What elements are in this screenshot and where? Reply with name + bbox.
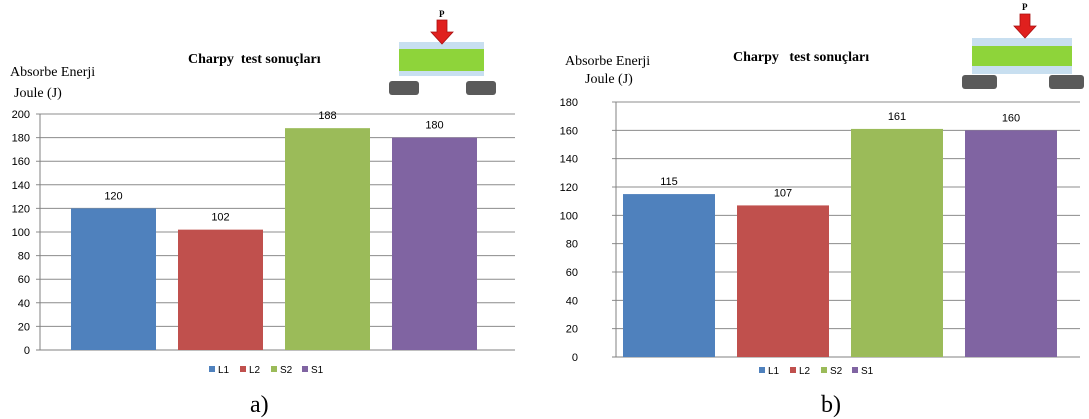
left-support [389,81,419,95]
force-label: P [439,9,445,19]
bending-test-inset: P [389,9,496,95]
y-tick-label: 160 [560,125,578,137]
left-support [962,75,997,89]
legend-swatch [759,367,765,373]
y-tick-label: 20 [566,324,578,336]
bar-s1 [965,130,1057,357]
y-tick-label: 0 [24,345,30,357]
bar-s2 [285,128,370,350]
chart-a-svg: Absorbe Enerji Joule (J) Charpy test son… [10,9,515,418]
y-tick-label: 0 [572,352,578,364]
legend-label: S2 [280,365,293,376]
y-tick-label: 180 [560,97,578,109]
data-label: 180 [425,120,443,132]
bar-l1 [623,194,715,357]
specimen-core [399,49,484,71]
y-tick-label: 160 [12,156,30,168]
y-tick-label: 180 [12,133,30,145]
legend-swatch [852,367,858,373]
y-tick-label: 60 [566,267,578,279]
ylabel-line2: Joule (J) [14,86,62,101]
y-tick-label: 140 [12,180,30,192]
legend-label: L1 [218,365,230,376]
bar-s1 [392,137,477,350]
right-support [466,81,496,95]
force-arrow-icon [1013,13,1037,39]
legend-label: S1 [311,365,324,376]
data-label: 107 [774,187,792,199]
specimen-core [972,46,1072,66]
legend-swatch [790,367,796,373]
legend-label: L2 [249,365,261,376]
y-tick-label: 120 [560,182,578,194]
y-tick-label: 40 [18,298,30,310]
bending-test-inset: P [962,2,1084,89]
bar-l2 [737,205,829,357]
chart-title: Charpy test sonuçları [733,50,869,65]
y-tick-label: 100 [12,227,30,239]
data-label: 115 [660,176,678,188]
data-label: 160 [1002,112,1020,124]
force-arrow-icon [430,19,454,45]
y-tick-label: 20 [18,321,30,333]
legend-swatch [302,366,308,372]
ylabel-line1: Absorbe Enerji [10,65,95,80]
bar-l2 [178,229,263,350]
y-tick-label: 100 [560,210,578,222]
bar-s2 [851,128,943,357]
y-tick-label: 40 [566,295,578,307]
ylabel-line1: Absorbe Enerji [565,54,650,69]
legend-swatch [271,366,277,372]
y-tick-label: 60 [18,274,30,286]
legend-swatch [821,367,827,373]
y-tick-label: 80 [566,239,578,251]
legend-label: L2 [799,366,811,377]
legend-swatch [240,366,246,372]
y-tick-label: 80 [18,251,30,263]
legend-label: S2 [830,366,843,377]
y-tick-label: 120 [12,203,30,215]
legend-swatch [209,366,215,372]
chart-title: Charpy test sonuçları [188,52,321,67]
bar-l1 [71,208,156,350]
data-label: 161 [888,111,906,123]
y-tick-label: 140 [560,154,578,166]
force-label: P [1022,2,1028,12]
legend-label: S1 [861,366,874,377]
data-label: 120 [104,190,122,202]
data-label: 188 [318,110,336,122]
chart-b-svg: Absorbe Enerji Joule (J) Charpy test son… [560,2,1084,418]
chart-panel-a: Absorbe Enerji Joule (J) Charpy test son… [0,0,540,419]
panel-caption: b) [821,392,841,418]
ylabel-line2: Joule (J) [585,72,633,87]
data-label: 102 [211,212,229,224]
y-tick-label: 200 [12,109,30,121]
right-support [1049,75,1084,89]
panel-caption: a) [250,392,269,418]
legend-label: L1 [768,366,780,377]
chart-panel-b: Absorbe Enerji Joule (J) Charpy test son… [548,0,1089,419]
